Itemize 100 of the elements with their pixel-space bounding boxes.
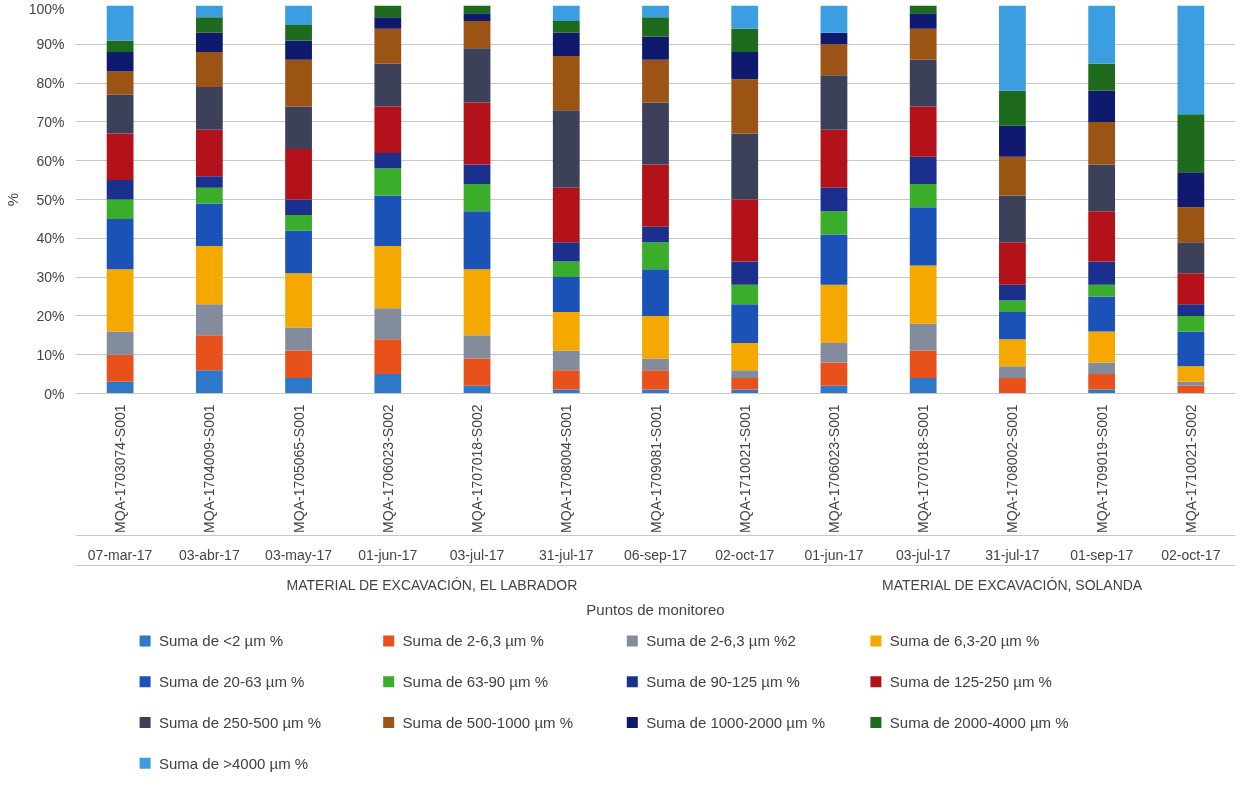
bar	[820, 284, 848, 344]
bar	[106, 5, 134, 41]
bar	[106, 331, 134, 355]
bar	[820, 32, 848, 45]
bar	[731, 79, 759, 134]
bar	[195, 335, 223, 371]
legend-label: Suma de 6,3-20 µm %	[889, 632, 1040, 650]
bar	[731, 52, 759, 80]
text: 31-jul-17	[539, 546, 594, 563]
bar	[1088, 284, 1116, 297]
bar	[106, 40, 134, 53]
bar	[285, 5, 312, 25]
bar	[1177, 331, 1205, 367]
bar	[1177, 5, 1205, 115]
bar	[1088, 362, 1116, 375]
bar	[1088, 164, 1116, 212]
bar	[552, 242, 580, 262]
bar	[285, 149, 312, 200]
bar	[731, 5, 759, 29]
y-tick-label: 70%	[36, 113, 65, 130]
bar	[999, 125, 1026, 157]
y-tick-label: 60%	[36, 152, 65, 169]
x-tick-label: MQA-1705065-S001	[290, 404, 307, 533]
text: 03-may-17	[265, 546, 333, 563]
bar	[820, 187, 848, 212]
y-tick-label: 80%	[36, 75, 65, 92]
bar	[374, 17, 402, 29]
bar	[106, 199, 134, 219]
bar	[463, 358, 491, 386]
bar	[642, 269, 669, 316]
bar	[820, 211, 848, 235]
y-axis-title: %	[3, 192, 21, 207]
bar	[731, 261, 759, 285]
bar	[463, 21, 491, 49]
bar	[463, 102, 491, 165]
x-axis-title: Puntos de monitoreo	[586, 600, 725, 618]
legend-label: Suma de 250-500 µm %	[159, 714, 322, 731]
bar	[642, 242, 669, 270]
bar	[1088, 5, 1116, 64]
bar	[374, 106, 402, 153]
bar	[195, 203, 223, 247]
bar	[820, 44, 848, 76]
text: 01-jun-17	[358, 546, 418, 563]
bar	[552, 187, 580, 243]
x-tick-label: MQA-1710021-S001	[736, 404, 753, 533]
bar	[195, 370, 223, 394]
bar	[374, 168, 402, 196]
legend-label: Suma de >4000 µm %	[159, 754, 309, 772]
x-tick-label: MQA-1710021-S002	[1182, 404, 1199, 533]
bar	[999, 195, 1026, 243]
text: 02-oct-17	[715, 546, 775, 563]
bar	[820, 362, 848, 386]
bar	[1088, 261, 1116, 285]
bar	[106, 52, 134, 72]
bar	[999, 339, 1026, 367]
bar	[1177, 366, 1205, 382]
x-tick-label: MQA-1708004-S001	[558, 404, 575, 533]
bar	[1088, 374, 1116, 390]
bar	[1177, 114, 1205, 173]
bar	[999, 242, 1026, 285]
bar	[552, 32, 580, 56]
bar	[106, 381, 134, 394]
text: 31-jul-17	[985, 546, 1040, 563]
bar	[195, 32, 223, 53]
bar	[552, 21, 580, 33]
bar	[1177, 207, 1205, 243]
bar	[1088, 331, 1116, 363]
bar	[1177, 304, 1205, 316]
bar	[106, 180, 134, 200]
legend-label: Suma de 90-125 µm %	[646, 673, 800, 691]
bar	[642, 102, 669, 165]
bar	[106, 269, 134, 332]
bar	[552, 261, 580, 278]
text: 07-mar-17	[87, 546, 153, 563]
bar	[999, 366, 1026, 378]
bar	[463, 269, 491, 336]
bar	[374, 195, 402, 247]
bar	[731, 343, 759, 371]
bar	[285, 215, 312, 231]
bar	[285, 230, 312, 274]
legend-label: Suma de 63-90 µm %	[402, 673, 549, 691]
y-tick-label: 20%	[36, 307, 65, 324]
bar	[195, 246, 223, 305]
bar	[820, 234, 848, 285]
text: 03-jul-17	[895, 546, 951, 563]
text: 01-jun-17	[804, 546, 864, 563]
bar	[731, 304, 759, 344]
bar	[463, 48, 491, 103]
bar	[1177, 273, 1205, 305]
text: MATERIAL DE EXCAVACIÓN, SOLANDA	[882, 576, 1143, 593]
bar	[731, 370, 759, 378]
bar	[1088, 296, 1116, 332]
bar	[195, 129, 223, 177]
bar	[463, 183, 491, 212]
bar	[552, 277, 580, 313]
legend-label: Suma de 2-6,3 µm %	[402, 632, 544, 650]
bar	[374, 5, 402, 18]
bar	[1088, 121, 1116, 165]
bar	[463, 211, 491, 270]
y-tick-label: 40%	[36, 230, 65, 247]
